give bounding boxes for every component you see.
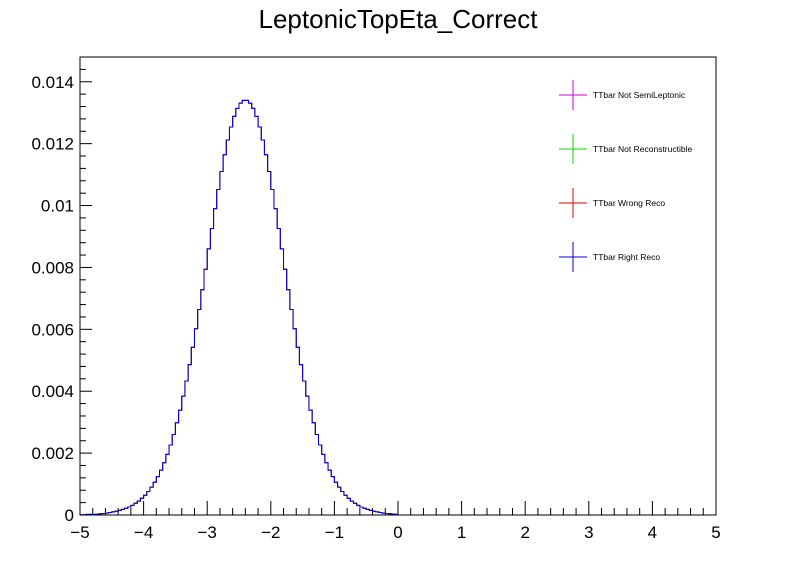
y-axis: 0 0.002 0.004 0.006 0.008 0.01 0.012 0.014 [31, 56, 92, 525]
x-axis: −5 −4 −3 −2 −1 0 1 2 3 4 5 [70, 501, 721, 542]
legend-label: TTbar Not SemiLeptonic [593, 90, 686, 100]
y-tick-label: 0.006 [31, 320, 74, 339]
plot-area [80, 99, 398, 516]
x-tick-label: 1 [457, 523, 466, 542]
y-tick-label: 0.002 [31, 444, 74, 463]
x-tick-label: 4 [648, 523, 657, 542]
plot-frame [79, 56, 717, 516]
x-tick-label: −5 [70, 523, 89, 542]
x-tick-label: −1 [325, 523, 344, 542]
y-tick-label: 0.008 [31, 258, 74, 277]
x-tick-label: −2 [261, 523, 280, 542]
legend-label: TTbar Not Reconstructible [593, 144, 692, 154]
legend-label: TTbar Wrong Reco [593, 198, 665, 208]
y-tick-label: 0.012 [31, 135, 74, 154]
x-tick-label: −4 [134, 523, 153, 542]
legend: TTbar Not SemiLeptonic TTbar Not Reconstr… [559, 80, 692, 272]
y-tick-label: 0 [65, 506, 74, 525]
legend-label: TTbar Right Reco [593, 252, 660, 262]
chart-title: LeptonicTopEta_Correct [259, 4, 539, 34]
x-tick-label: 3 [584, 523, 593, 542]
y-tick-label: 0.01 [41, 197, 74, 216]
x-tick-label: −3 [198, 523, 217, 542]
y-tick-label: 0.004 [31, 382, 74, 401]
x-tick-label: 2 [520, 523, 529, 542]
x-tick-label: 5 [711, 523, 720, 542]
x-tick-label: 0 [393, 523, 402, 542]
y-tick-label: 0.014 [31, 73, 74, 92]
series-line-4 [80, 99, 398, 516]
